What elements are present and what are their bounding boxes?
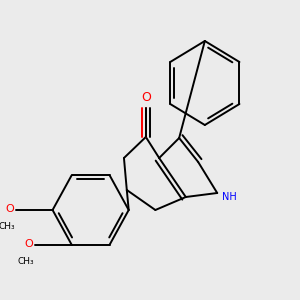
Text: O: O (25, 238, 34, 249)
Text: O: O (141, 91, 151, 104)
Text: CH₃: CH₃ (18, 256, 34, 266)
Text: NH: NH (222, 192, 237, 202)
Text: O: O (6, 204, 14, 214)
Text: CH₃: CH₃ (0, 222, 15, 231)
